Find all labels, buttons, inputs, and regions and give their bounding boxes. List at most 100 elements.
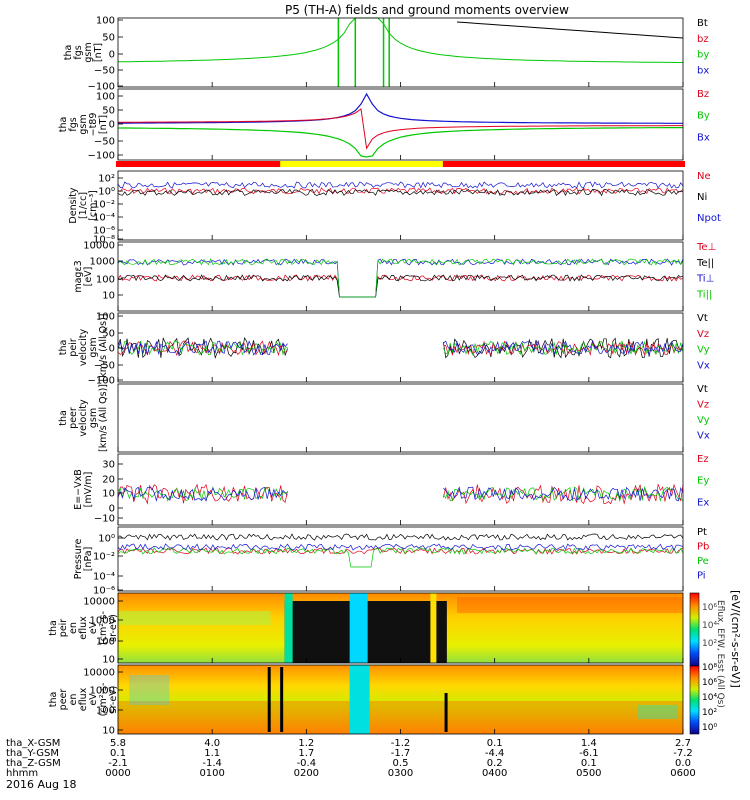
ylabel-line: gsm xyxy=(88,408,99,428)
colorbar-overlap-tick: 10⁶ xyxy=(702,603,717,613)
legend-ti: Ti⊥ xyxy=(696,274,714,285)
colorbar-overlap-bar xyxy=(689,592,700,667)
series-1 xyxy=(117,547,684,555)
ephem-value: -4.4 xyxy=(485,748,505,759)
colorbar-bar xyxy=(689,665,700,735)
ylabel-line: peer xyxy=(58,689,69,711)
panel-frame xyxy=(117,453,684,526)
ephem-label: hhmm xyxy=(6,768,38,779)
ephem-value: 0000 xyxy=(105,768,130,779)
ylabel-group: tha fgs gsm −t89 [nT] xyxy=(58,113,109,137)
y-tick-label: 10⁻⁸ xyxy=(93,235,115,246)
ephem-value: 0200 xyxy=(294,768,319,779)
ephem-value: 0.1 xyxy=(110,748,126,759)
legend-ez: Ez xyxy=(697,454,709,465)
legend-vt: Vt xyxy=(697,313,708,324)
ylabel-line: [nPa] xyxy=(83,547,94,572)
series-by xyxy=(118,127,683,158)
ephem-value: 0.1 xyxy=(487,738,503,749)
legend-pe: Pe xyxy=(697,556,709,567)
y-tick-label: 10 xyxy=(102,291,115,302)
y-tick-label: −100 xyxy=(88,151,115,162)
legend-bz: Bz xyxy=(697,89,709,100)
y-tick-label: −10 xyxy=(94,514,115,525)
spectrogram-edge xyxy=(430,593,437,663)
colorbar-overlap-tick: 10² xyxy=(702,639,717,649)
series-bt xyxy=(456,21,684,39)
spectrogram-band xyxy=(118,701,683,734)
legend-vy: Vy xyxy=(697,345,710,356)
ylabel-line: eV xyxy=(88,693,99,706)
panel-content xyxy=(117,483,684,505)
y-tick-label: 100 xyxy=(96,275,115,286)
y-tick-label: 50 xyxy=(102,33,115,44)
legend-pb: Pb xyxy=(697,542,709,553)
panel-frame xyxy=(117,17,684,88)
y-tick-label: 0 xyxy=(109,120,115,131)
data-gap-line xyxy=(267,667,271,732)
ephem-value: -1.2 xyxy=(391,738,411,749)
panel-efield: E=−VxB [mV/m] 30 20 10 0−10 Ez Ey Ex xyxy=(73,453,709,526)
ephem-value: 1.1 xyxy=(204,748,220,759)
date-label: 2016 Aug 18 xyxy=(6,778,76,791)
ylabel-group: tha peir velocity gsm [km/s (All Qs)] xyxy=(58,314,109,382)
panel-content xyxy=(118,17,684,87)
spectrogram-band xyxy=(118,611,271,625)
legend-ni: Ni xyxy=(697,192,707,203)
ephem-value: 0300 xyxy=(388,768,413,779)
y-tick-label: 1000 xyxy=(90,686,115,697)
ylabel-line: tha xyxy=(58,340,69,356)
series-2 xyxy=(117,547,684,568)
y-tick-label: −50 xyxy=(94,66,115,77)
ephem-value: 1.4 xyxy=(581,738,597,749)
legend-te: Te⊥ xyxy=(696,242,716,253)
y-tick-label: 10 xyxy=(102,655,115,666)
series-0 xyxy=(117,274,684,298)
ylabel-line: gsm xyxy=(78,114,89,134)
ephem-value: 4.0 xyxy=(204,738,220,749)
legend-vx: Vx xyxy=(697,360,710,371)
y-tick-label: 10000 xyxy=(83,597,115,608)
mode-bar-segment xyxy=(280,161,443,167)
ephem-value: 1.2 xyxy=(298,738,314,749)
colorbar-overlap-title: Eflux, EFW, Esst (All Qs) xyxy=(715,600,725,708)
ephem-value: 0600 xyxy=(670,768,695,779)
ylabel-line: [nT] xyxy=(93,43,104,62)
panel-content xyxy=(117,336,684,360)
colorbar-overlap-tick: 10⁴ xyxy=(702,621,717,631)
ylabel-line: Pressure xyxy=(73,539,84,580)
legend-ne: Ne xyxy=(697,171,711,182)
series-2 xyxy=(117,181,684,189)
ylabel-group: tha peer velocity gsm [km/s (All Qs)] xyxy=(58,384,109,452)
spectrogram-background xyxy=(118,665,683,734)
legend-vx: Vx xyxy=(697,431,710,442)
ylabel-line: tha xyxy=(58,117,69,133)
panel-frame xyxy=(117,170,684,241)
legend-vt: Vt xyxy=(697,384,708,395)
panel-peer_spec: tha peer en eflux eV (cm²-s-sr-eV) 10000 1000 10… xyxy=(48,664,684,737)
series-0 xyxy=(117,533,684,541)
legend-pi: Pi xyxy=(697,571,706,582)
legend-npot: Npot xyxy=(697,213,721,224)
ylabel-line: [eV] xyxy=(83,267,94,287)
panel-velocity_peer: tha peer velocity gsm [km/s (All Qs)] Vt Vz Vy V… xyxy=(58,383,710,453)
series-1 xyxy=(117,340,684,357)
series-3 xyxy=(117,258,684,298)
ylabel-line: gsm xyxy=(83,42,94,62)
ephem-value: 0100 xyxy=(199,768,224,779)
y-tick-label: 10² xyxy=(98,174,115,185)
ylabel-line: (cm²-s- xyxy=(98,683,109,717)
y-tick-label: 100 xyxy=(96,706,115,717)
ylabel-line: −t89 xyxy=(88,113,99,137)
panel-frame xyxy=(117,383,684,453)
legend-ex: Ex xyxy=(697,497,709,508)
ephem-value: -2.1 xyxy=(108,758,128,769)
y-tick-label: 0 xyxy=(109,504,115,515)
y-tick-label: 100 xyxy=(96,312,115,323)
ephem-label: tha_Y-GSM xyxy=(6,748,59,759)
colorbar-ticks: 10⁸ 10⁶ 10⁴ 10² 10⁰ 10⁶ 10⁴ 10² xyxy=(702,603,717,733)
ephem-value: 0.2 xyxy=(487,758,503,769)
series-bx xyxy=(118,92,683,124)
y-tick-label: 0 xyxy=(109,50,115,61)
